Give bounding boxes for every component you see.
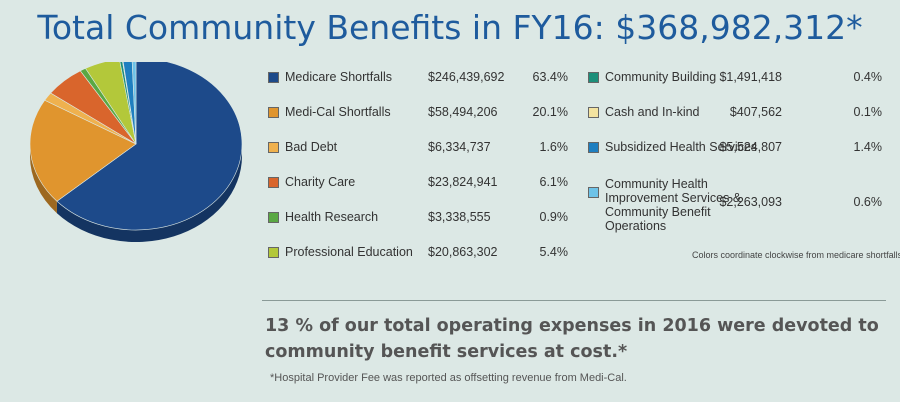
legend-label: Professional Education [285,245,413,259]
legend-label: Community Building [605,70,717,84]
footnote: *Hospital Provider Fee was reported as o… [270,372,627,384]
pie-slice-side [30,144,57,214]
legend-swatch [268,72,279,83]
legend-swatch [268,247,279,258]
legend-percent: 0.1% [853,105,883,119]
legend-item-charity-care: Charity Care $23,824,941 6.1% [268,169,568,199]
pie-slice-professional-education [85,62,137,145]
legend-item-professional-education: Professional Education $20,863,302 5.4% [268,239,568,269]
legend-swatch [268,177,279,188]
legend-percent: 6.1% [539,175,569,189]
legend-swatch [268,107,279,118]
legend-percent: 20.1% [532,105,568,119]
legend-item-bad-debt: Bad Debt $6,334,737 1.6% [268,134,568,164]
legend-item-health-research: Health Research $3,338,555 0.9% [268,204,568,234]
legend-swatch [588,72,599,83]
legend-percent: 5.4% [539,245,569,259]
legend-amount: $1,491,418 [719,70,782,84]
pie-slice-medicare-shortfalls [56,62,243,231]
pie-slice-community-health-improvement-services-community-benefit-operations [131,62,137,145]
legend-percent: 63.4% [532,70,568,84]
legend-swatch [268,142,279,153]
pie-slice-medi-cal-shortfalls [29,99,137,202]
legend-item-medi-cal-shortfalls: Medi-Cal Shortfalls $58,494,206 20.1% [268,99,568,129]
legend-label: Cash and In-kind [605,105,700,119]
pie-slice-subsidized-health-services [122,62,137,145]
legend-amount: $3,338,555 [428,210,491,224]
pie-slice-community-building [119,62,137,145]
legend-item-community-health-improvement: Community Health Improvement Services & … [588,177,883,233]
page-title: Total Community Benefits in FY16: $368,9… [37,8,863,47]
legend-swatch [588,142,599,153]
legend-amount: $6,334,737 [428,140,491,154]
pie-chart [29,62,243,243]
legend-label: Community Health Improvement Services & … [605,177,742,233]
legend-swatch [268,212,279,223]
legend-label: Health Research [285,210,379,224]
legend-percent: 0.6% [853,195,883,209]
legend-label: Medi-Cal Shortfalls [285,105,391,119]
legend-item-medicare-shortfalls: Medicare Shortfalls $246,439,692 63.4% [268,64,568,94]
legend-swatch [588,187,599,198]
legend-percent: 1.4% [853,140,883,154]
legend-item-community-building: Community Building $1,491,418 0.4% [588,64,882,94]
legend-amount: $407,562 [729,105,782,119]
legend-amount: $58,494,206 [428,105,498,119]
legend-percent: 0.4% [853,70,883,84]
legend-label: Bad Debt [285,140,338,154]
legend-percent: 0.9% [539,210,569,224]
legend-amount: $20,863,302 [428,245,498,259]
legend-amount: $5,524,807 [719,140,782,154]
legend-amount: $246,439,692 [428,70,505,84]
legend-label: Medicare Shortfalls [285,70,392,84]
operating-expense-statement: 13 % of our total operating expenses in … [265,316,879,362]
divider [262,300,886,301]
legend-amount: $23,824,941 [428,175,498,189]
legend-percent: 1.6% [539,140,569,154]
legend-label: Subsidized Health Services [605,140,758,154]
legend-amount: $2,263,093 [719,195,782,209]
legend-item-subsidized-health-services: Subsidized Health Services $5,524,807 1.… [588,134,882,164]
legend-swatch [588,107,599,118]
legend-item-cash-and-in-kind: Cash and In-kind $407,562 0.1% [588,99,882,129]
legend-note: Colors coordinate clockwise from medicar… [692,250,900,260]
legend-label: Charity Care [285,175,356,189]
pie-slice-side [56,144,242,243]
